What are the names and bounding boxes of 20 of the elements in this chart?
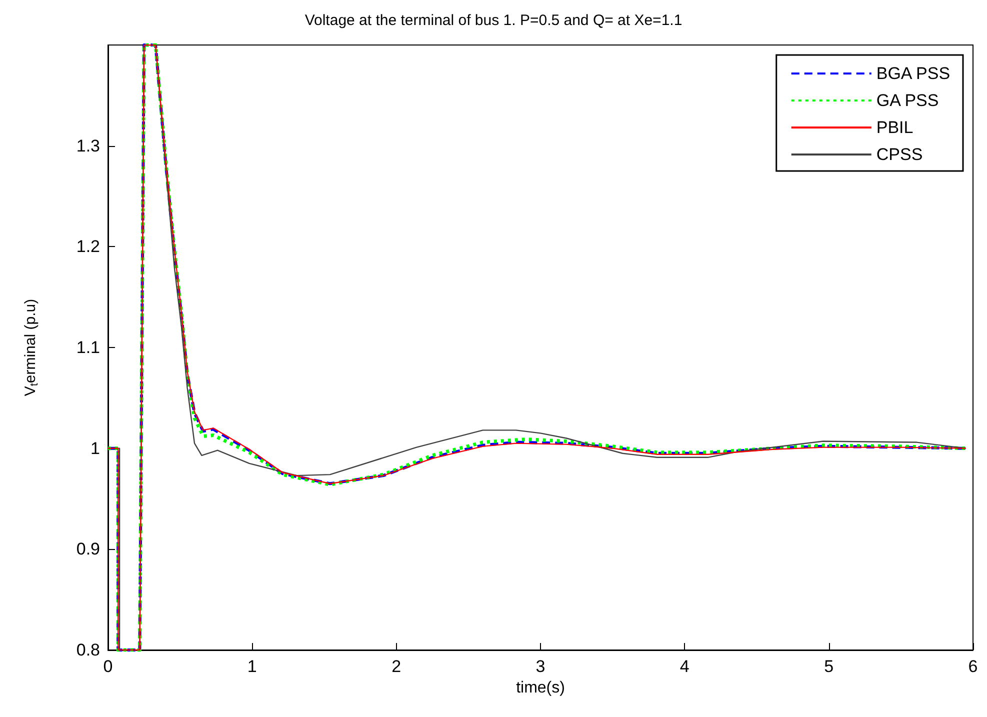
x-axis-title: time(s) [516, 680, 565, 696]
y-tick-label: 1.3 [76, 136, 100, 156]
x-tick-label: 4 [680, 657, 690, 676]
x-tick-label: 0 [103, 657, 113, 676]
y-axis-title: Vterminal (p.u) [22, 298, 40, 396]
x-tick-label: 3 [536, 657, 546, 676]
x-tick-label: 6 [968, 657, 978, 676]
chart-title: Voltage at the terminal of bus 1. P=0.5 and Q= at Xe=1.1 [304, 12, 682, 29]
y-tick-label: 1.2 [76, 237, 100, 256]
y-tick-label: 1 [90, 438, 100, 458]
legend-label: GA PSS [876, 91, 939, 110]
x-tick-label: 1 [247, 657, 257, 676]
y-tick-label: 1.1 [76, 338, 100, 357]
legend-label: BGA PSS [876, 64, 950, 83]
y-tick-label: 0.8 [76, 640, 100, 660]
legend-label: PBIL [876, 118, 914, 137]
legend-label: CPSS [876, 145, 923, 164]
x-tick-label: 2 [392, 657, 402, 676]
y-tick-label: 0.9 [76, 540, 100, 559]
x-tick-label: 5 [824, 657, 834, 676]
